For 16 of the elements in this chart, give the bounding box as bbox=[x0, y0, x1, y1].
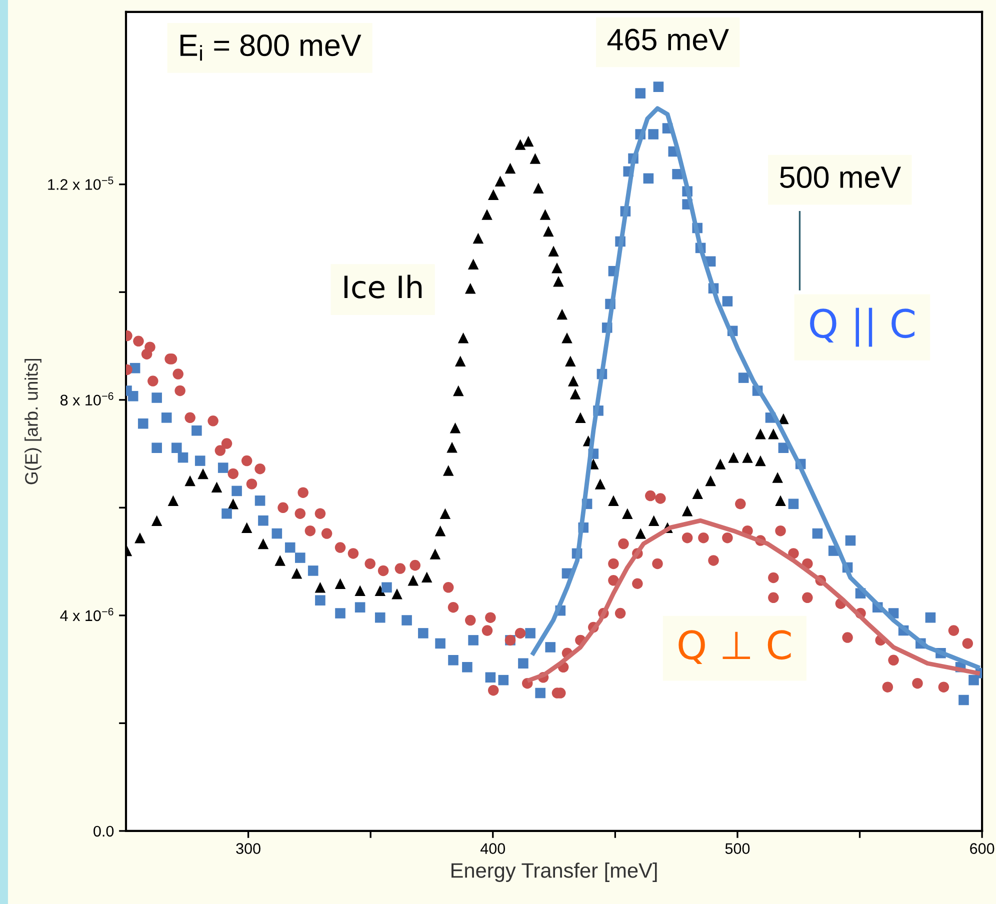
y-tick-label: 8 x 10$^{−6}$ bbox=[60, 392, 114, 406]
annotation: 465 meV bbox=[607, 28, 729, 50]
x-tick-label: 400 bbox=[480, 843, 506, 854]
y-tick-label: 1.2 x 10$^{−5}$ bbox=[48, 176, 114, 190]
series-label: Ice Ih bbox=[344, 274, 422, 298]
x-tick-label: 300 bbox=[236, 843, 260, 854]
x-tick-label: 500 bbox=[725, 843, 750, 854]
annotation: E$_{i}$ = 800 meV bbox=[180, 34, 362, 61]
y-axis-title: G(E) [arb. units] bbox=[24, 359, 42, 484]
x-tick-label: 600 bbox=[970, 843, 994, 854]
series-label: Q || C bbox=[810, 308, 914, 347]
y-tick-label: 0.0 bbox=[94, 826, 114, 837]
annotation: 500 meV bbox=[780, 166, 901, 188]
series-label: Q ⊥ C bbox=[678, 630, 791, 664]
y-tick-label: 4 x 10$^{−6}$ bbox=[60, 608, 114, 622]
x-axis-title: Energy Transfer [meV] bbox=[452, 862, 657, 882]
